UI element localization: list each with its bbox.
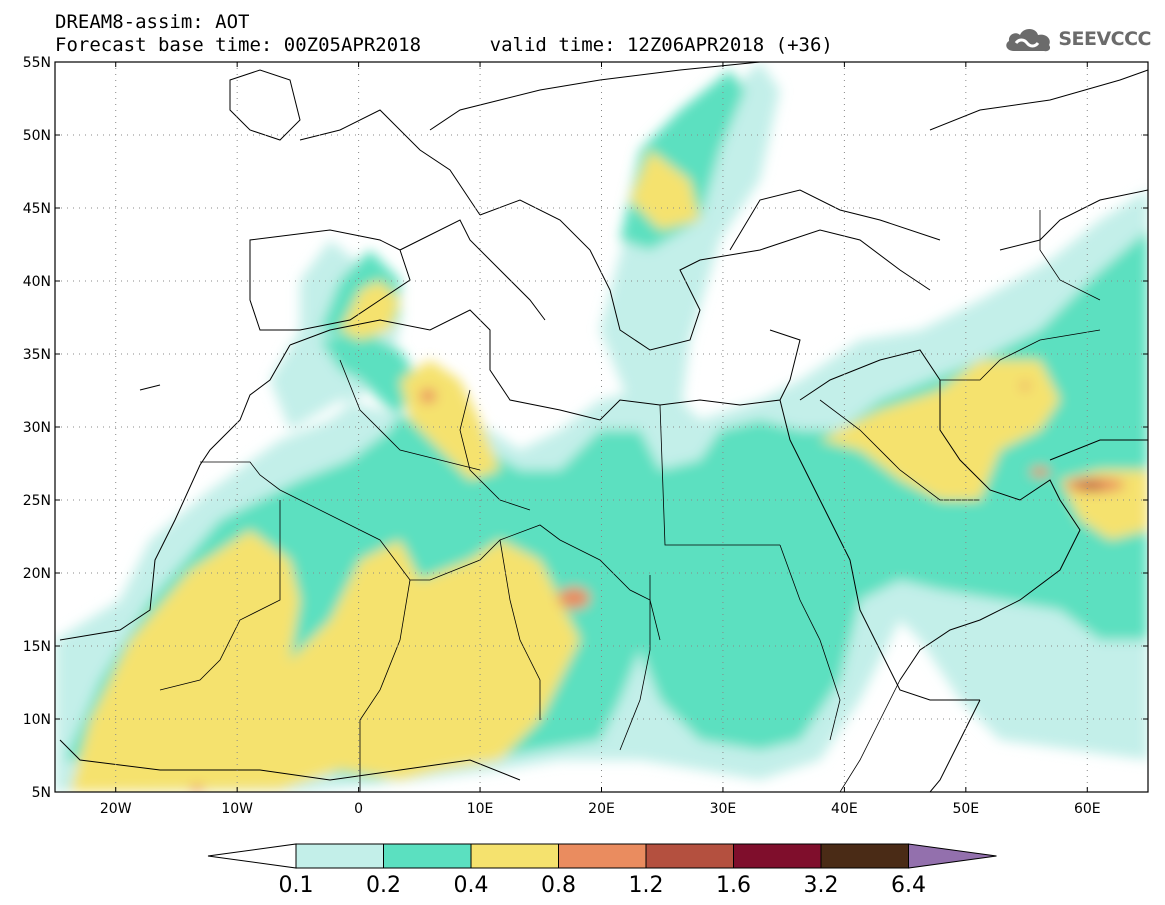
logo-text: SEEVCCC <box>1058 28 1151 50</box>
lat-tick-label: 10N <box>23 712 51 728</box>
lon-tick-label: 20W <box>100 801 132 817</box>
map-subtitle: Forecast base time: 00Z05APR2018 valid t… <box>55 34 833 56</box>
colorbar-box <box>820 843 909 869</box>
colorbar-box <box>733 843 822 869</box>
aot-level-1-2 <box>1076 482 1104 490</box>
aot-colorbar: 0.1 0.2 0.4 0.8 1.2 1.6 3.2 6.4 <box>207 843 997 898</box>
lat-tick-label: 55N <box>23 55 51 71</box>
colorbar-box <box>558 843 647 869</box>
lat-tick-label: 50N <box>23 128 51 144</box>
colorbar-level-label: 1.2 <box>629 873 664 898</box>
colorbar-level-label: 1.6 <box>716 873 751 898</box>
colorbar-box <box>383 843 472 869</box>
lon-tick-label: 10W <box>221 801 253 817</box>
lon-tick-label: 0 <box>354 801 363 817</box>
longitude-axis: 20W 10W 0 10E 20E 30E 40E 50E 60E <box>100 62 1101 817</box>
colorbar-over-triangle <box>908 843 997 869</box>
colorbar-box <box>470 843 559 869</box>
lon-tick-label: 50E <box>952 801 979 817</box>
lon-tick-label: 60E <box>1074 801 1101 817</box>
colorbar-level-label: 0.2 <box>366 873 401 898</box>
aot-field <box>55 62 1148 792</box>
latitude-axis: 55N 50N 45N 40N 35N 30N 25N 20N 15N 10N 5N <box>23 55 1148 801</box>
lon-tick-label: 10E <box>467 801 494 817</box>
map-title: DREAM8-assim: AOT <box>55 11 250 33</box>
colorbar-level-label: 3.2 <box>804 873 839 898</box>
colorbar-level-label: 0.4 <box>454 873 489 898</box>
colorbar-box <box>645 843 734 869</box>
lon-tick-label: 40E <box>831 801 858 817</box>
aot-level-0-8 <box>191 382 1125 792</box>
lat-tick-label: 25N <box>23 493 51 509</box>
colorbar-under-triangle <box>207 843 297 869</box>
lon-tick-label: 30E <box>710 801 737 817</box>
lat-tick-label: 15N <box>23 639 51 655</box>
colorbar-box <box>295 843 384 869</box>
lat-tick-label: 5N <box>32 785 51 801</box>
coastlines <box>59 62 1148 792</box>
lat-tick-label: 20N <box>23 566 51 582</box>
cloud-icon <box>1006 29 1051 52</box>
colorbar-level-label: 0.8 <box>541 873 576 898</box>
colorbar-level-label: 0.1 <box>279 873 314 898</box>
lat-tick-label: 45N <box>23 201 51 217</box>
lon-tick-label: 20E <box>588 801 615 817</box>
lat-tick-label: 35N <box>23 347 51 363</box>
seevccc-logo: SEEVCCC <box>1002 22 1151 56</box>
lat-tick-label: 30N <box>23 420 51 436</box>
colorbar-level-label: 6.4 <box>891 873 926 898</box>
lat-tick-label: 40N <box>23 274 51 290</box>
country-borders <box>159 210 1101 792</box>
